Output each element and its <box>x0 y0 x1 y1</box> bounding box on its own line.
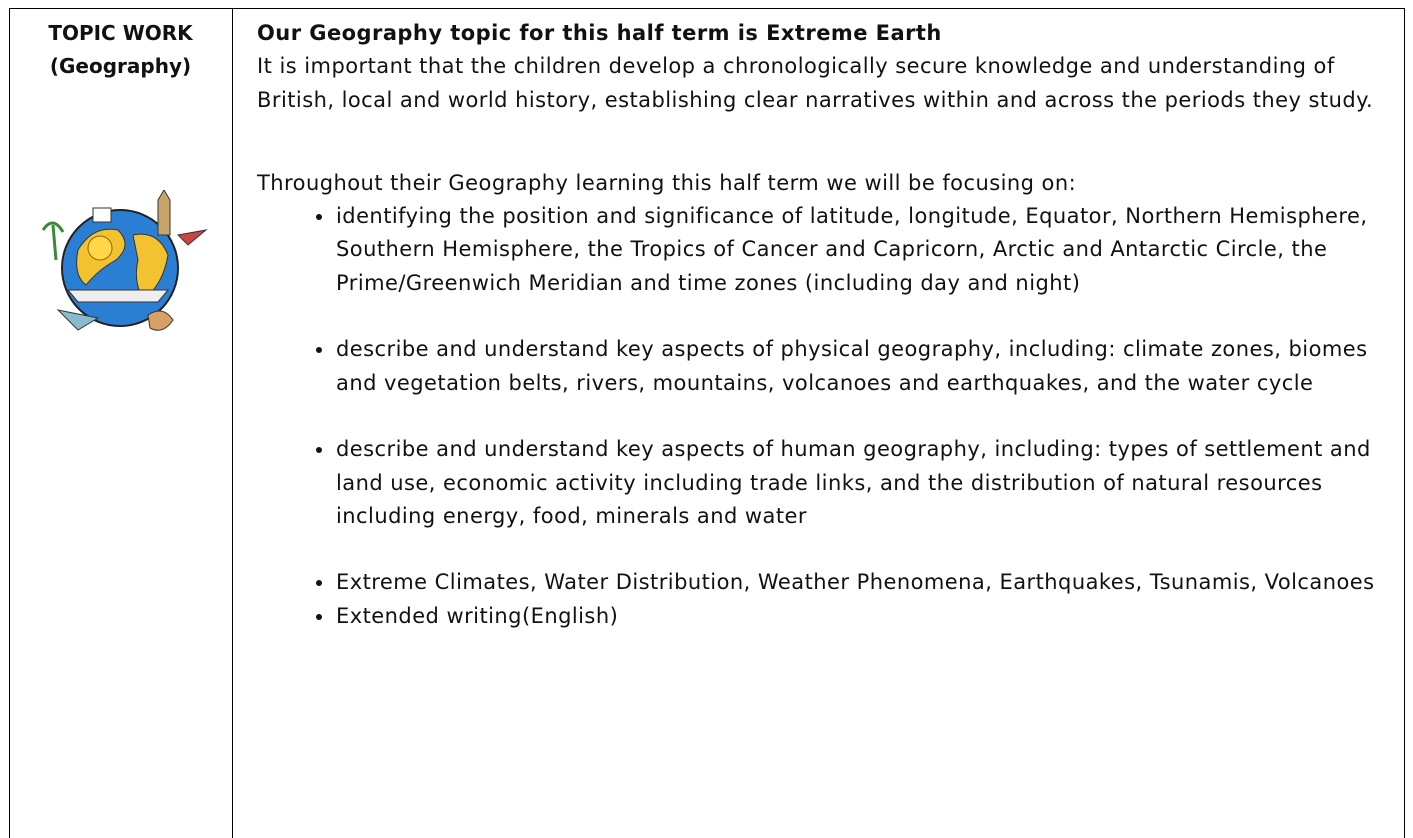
bullet: Extreme Climates, Water Distribution, We… <box>336 566 1392 599</box>
bullet-list: identifying the position and significanc… <box>257 200 1392 633</box>
page: {"left_cell": {"title": "TOPIC WORK", "s… <box>0 0 1413 827</box>
globe-clipart <box>38 190 208 340</box>
column-divider <box>232 8 233 838</box>
right-cell: Our Geography topic for this half term i… <box>257 17 1392 633</box>
bullet: describe and understand key aspects of p… <box>336 333 1392 400</box>
lead: Throughout their Geography learning this… <box>257 167 1392 200</box>
left-cell: TOPIC WORK (Geography) <box>9 17 232 83</box>
intro: It is important that the children develo… <box>257 50 1392 117</box>
bullet: describe and understand key aspects of h… <box>336 433 1392 533</box>
cell-subtitle: (Geography) <box>9 50 232 83</box>
bullet: Extended writing(English) <box>336 600 1392 633</box>
cell-title: TOPIC WORK <box>9 17 232 50</box>
heading: Our Geography topic for this half term i… <box>257 17 1392 50</box>
bullet: identifying the position and significanc… <box>336 200 1392 300</box>
